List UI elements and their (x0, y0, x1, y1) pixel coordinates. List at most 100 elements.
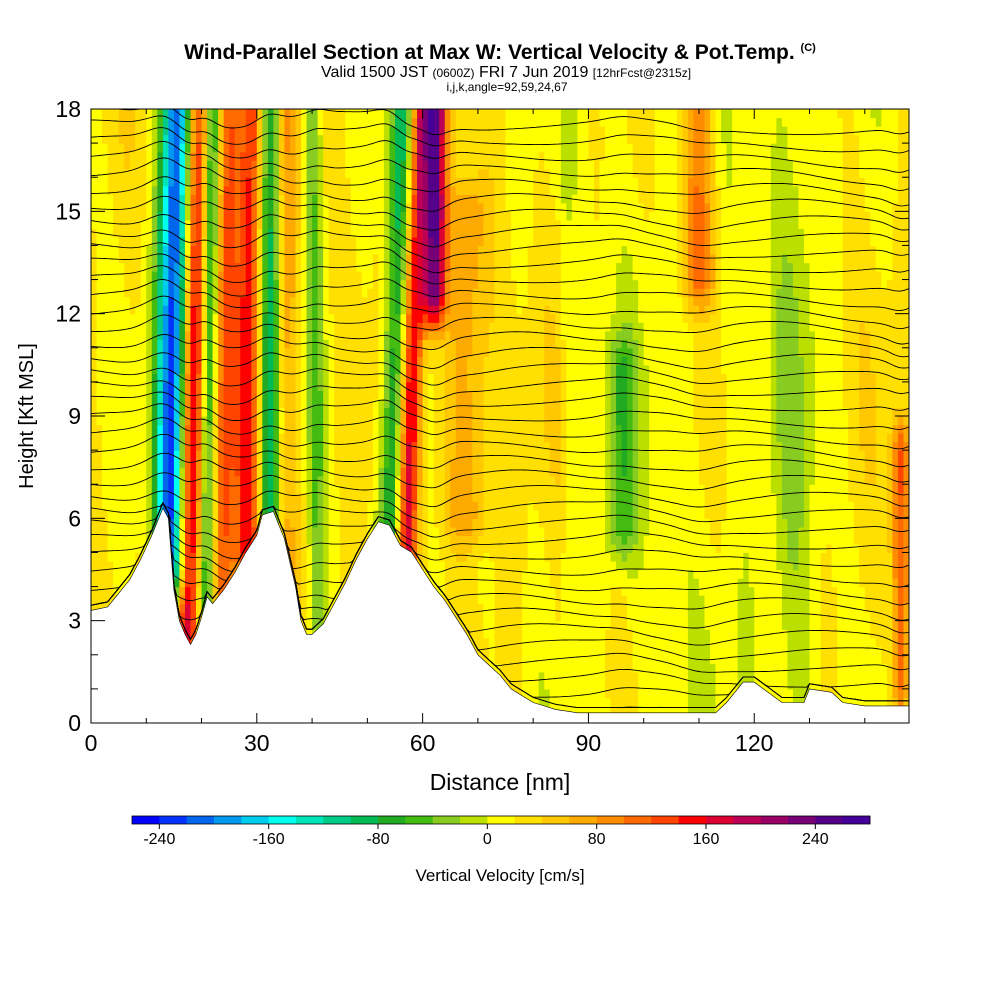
velocity-cell (682, 586, 689, 596)
velocity-cell (798, 688, 805, 699)
velocity-cell (500, 663, 507, 673)
velocity-cell (477, 569, 485, 579)
velocity-cell (234, 433, 241, 443)
velocity-cell (168, 467, 175, 477)
velocity-cell (632, 450, 639, 460)
velocity-cell (792, 578, 800, 588)
velocity-cell (588, 595, 595, 605)
velocity-cell (643, 697, 650, 707)
velocity-cell (781, 680, 789, 690)
velocity-cell (638, 680, 645, 690)
velocity-cell (566, 663, 573, 673)
velocity-cell (240, 526, 247, 536)
velocity-cell (671, 680, 678, 690)
velocity-cell (317, 595, 324, 605)
velocity-cell (621, 663, 628, 673)
velocity-cell (632, 501, 639, 511)
velocity-cell (809, 552, 816, 562)
velocity-cell (798, 612, 805, 622)
velocity-cell (886, 603, 894, 613)
velocity-cell (555, 552, 562, 562)
velocity-cell (555, 441, 562, 451)
velocity-cell (278, 458, 286, 468)
velocity-cell (732, 671, 739, 681)
velocity-cell (96, 560, 103, 571)
velocity-cell (726, 595, 733, 605)
velocity-cell (638, 475, 645, 485)
velocity-cell (892, 535, 899, 545)
velocity-cell (743, 612, 750, 622)
velocity-cell (113, 578, 120, 588)
velocity-cell (687, 578, 695, 588)
velocity-cell (864, 450, 871, 460)
velocity-cell (616, 433, 623, 443)
velocity-cell (549, 671, 556, 681)
velocity-cell (776, 688, 783, 699)
velocity-cell (229, 509, 236, 519)
velocity-cell (815, 543, 822, 554)
velocity-cell (693, 569, 700, 579)
velocity-cell (660, 620, 667, 630)
velocity-cell (732, 526, 739, 536)
velocity-cell (483, 475, 490, 485)
velocity-cell (140, 518, 147, 528)
velocity-cell (124, 560, 131, 571)
velocity-cell (477, 492, 485, 502)
velocity-cell (400, 535, 407, 545)
velocity-cell (245, 535, 252, 545)
velocity-cell (533, 492, 540, 502)
velocity-cell (638, 688, 645, 699)
velocity-cell (588, 663, 595, 673)
velocity-cell (577, 467, 584, 477)
velocity-cell (897, 595, 905, 605)
velocity-cell (533, 450, 540, 460)
velocity-cell (599, 501, 606, 511)
velocity-cell (196, 603, 203, 613)
velocity-cell (848, 441, 855, 451)
velocity-cell (886, 484, 894, 494)
velocity-cell (621, 569, 628, 579)
velocity-cell (831, 526, 838, 536)
velocity-cell (792, 560, 800, 571)
velocity-cell (566, 595, 573, 605)
velocity-cell (488, 569, 496, 579)
velocity-cell (654, 680, 661, 690)
velocity-cell (91, 543, 98, 554)
velocity-cell (483, 637, 490, 647)
velocity-cell (218, 526, 225, 536)
velocity-cell (638, 458, 645, 468)
velocity-cell (306, 458, 313, 468)
velocity-cell (765, 475, 772, 485)
velocity-cell (350, 501, 357, 511)
velocity-cell (875, 612, 882, 622)
velocity-cell (522, 441, 529, 451)
velocity-cell (870, 595, 877, 605)
velocity-cell (301, 509, 308, 519)
velocity-cell (665, 595, 672, 605)
velocity-cell (472, 526, 479, 536)
velocity-cell (693, 543, 700, 554)
velocity-cell (500, 467, 507, 477)
velocity-cell (582, 578, 590, 588)
velocity-cell (687, 450, 695, 460)
velocity-cell (803, 441, 811, 451)
velocity-cell (660, 492, 667, 502)
velocity-cell (317, 467, 324, 477)
velocity-cell (698, 586, 706, 596)
velocity-cell (118, 526, 125, 536)
velocity-cell (892, 458, 899, 468)
velocity-cell (588, 535, 595, 545)
velocity-cell (466, 450, 473, 460)
velocity-cell (892, 526, 899, 536)
velocity-cell (593, 612, 601, 622)
velocity-cell (853, 509, 860, 519)
velocity-cell (710, 646, 717, 656)
velocity-cell (522, 637, 529, 647)
velocity-cell (196, 441, 203, 451)
velocity-cell (897, 629, 905, 639)
velocity-cell (168, 509, 175, 519)
velocity-cell (721, 654, 728, 664)
velocity-cell (676, 688, 683, 699)
velocity-cell (610, 680, 617, 690)
velocity-cell (748, 450, 755, 460)
